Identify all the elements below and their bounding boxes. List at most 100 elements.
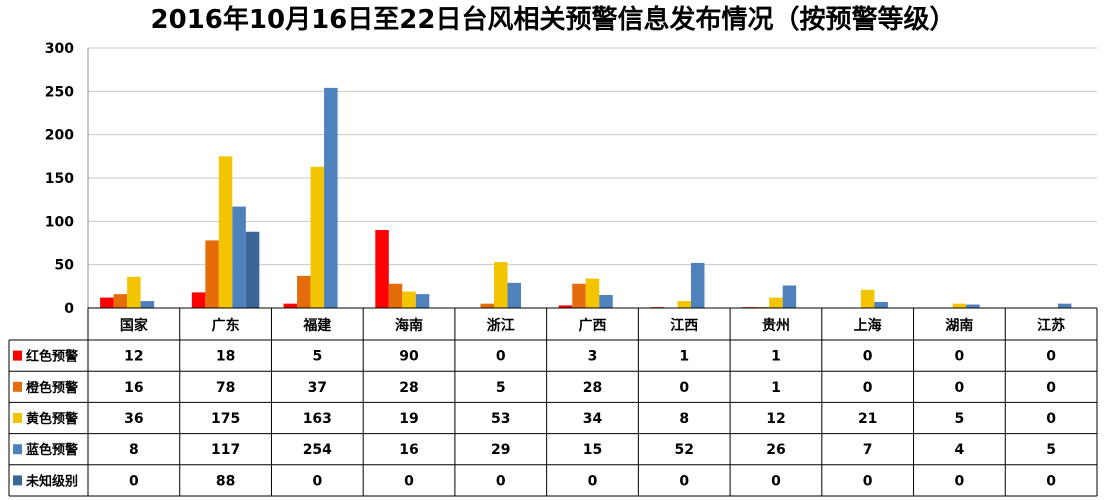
data-label: 16 [399,442,418,458]
category-label: 浙江 [487,317,515,334]
legend-swatch [13,444,22,455]
category-label: 湖南 [945,317,973,334]
data-label: 4 [955,442,965,458]
data-label: 0 [679,473,689,489]
data-label: 1 [771,380,781,396]
data-label: 7 [863,442,873,458]
bar [297,275,311,308]
data-label: 0 [588,473,598,489]
data-label: 0 [771,473,781,489]
legend-swatch [13,350,22,361]
data-label: 0 [1046,380,1056,396]
bar [310,166,325,308]
category-label: 国家 [120,317,149,334]
bar [677,301,691,308]
bar [966,304,980,308]
data-label: 1 [771,349,781,365]
bar [283,303,298,308]
y-tick-label: 200 [45,128,74,144]
data-label: 90 [399,349,419,365]
legend-swatch [13,413,22,423]
data-label: 52 [674,442,693,458]
bar [860,289,875,308]
data-label: 5 [496,380,506,396]
data-label: 12 [766,411,785,427]
data-label: 28 [583,380,602,396]
data-label: 21 [858,411,877,427]
bars [100,87,1072,308]
data-label: 29 [491,442,510,458]
category-label: 广西 [579,317,607,334]
bar [480,303,495,308]
bar [415,294,430,308]
legend-label: 黄色预警 [26,411,78,427]
data-label: 0 [863,473,873,489]
bar [324,87,338,308]
bar [100,297,114,308]
bar [690,262,705,308]
bar [874,301,888,308]
data-label: 5 [955,411,965,427]
data-label: 12 [124,349,143,365]
bar [191,292,206,308]
legend-label: 未知级别 [25,473,78,489]
bar [599,295,613,308]
data-label: 0 [1046,411,1056,427]
bar [402,291,416,308]
data-label: 0 [955,349,965,365]
legend-label: 蓝色预警 [26,442,78,458]
data-label: 0 [1046,349,1056,365]
data-label: 53 [491,411,510,427]
data-label: 18 [216,349,235,365]
data-label: 0 [679,380,689,396]
bar [205,240,219,308]
bar [232,206,246,308]
data-label: 16 [124,380,143,396]
category-label: 广东 [212,317,240,334]
data-label: 175 [211,411,240,427]
y-axis-ticks: 0 50 100 150 200 250 300 [45,41,74,317]
data-label: 34 [583,411,603,427]
y-tick-label: 50 [55,258,75,274]
data-label: 8 [129,442,139,458]
data-label: 37 [308,380,327,396]
bar [952,303,967,308]
data-label: 19 [399,411,418,427]
data-label: 0 [863,349,873,365]
data-label: 78 [216,380,235,396]
bar [127,276,141,308]
data-label: 15 [583,442,602,458]
data-label: 0 [129,473,139,489]
category-label: 贵州 [762,317,790,334]
data-label: 5 [1046,442,1056,458]
data-label: 0 [955,380,965,396]
data-label: 0 [1046,473,1056,489]
bar [558,305,573,308]
data-label: 0 [955,473,965,489]
data-label: 163 [303,411,332,427]
y-tick-label: 150 [45,171,74,187]
category-label: 海南 [395,317,423,334]
data-label: 0 [496,349,506,365]
bar [572,283,586,308]
bar [140,301,155,308]
data-label: 0 [404,473,414,489]
legend-label: 红色预警 [26,349,78,365]
y-tick-label: 250 [45,84,74,100]
category-label: 福建 [302,317,331,334]
data-label: 28 [399,380,418,396]
data-label: 117 [211,442,240,458]
data-label: 36 [124,411,143,427]
data-label: 254 [303,442,332,458]
bar [218,156,233,308]
y-tick-label: 100 [45,214,74,230]
data-label: 1 [679,349,689,365]
category-label: 江苏 [1037,317,1065,334]
chart-title: 2016年10月16日至22日台风相关预警信息发布情况（按预警等级） [150,5,956,35]
bar [782,285,797,308]
data-label: 0 [312,473,322,489]
category-label: 江西 [670,317,698,334]
data-label: 88 [216,473,235,489]
